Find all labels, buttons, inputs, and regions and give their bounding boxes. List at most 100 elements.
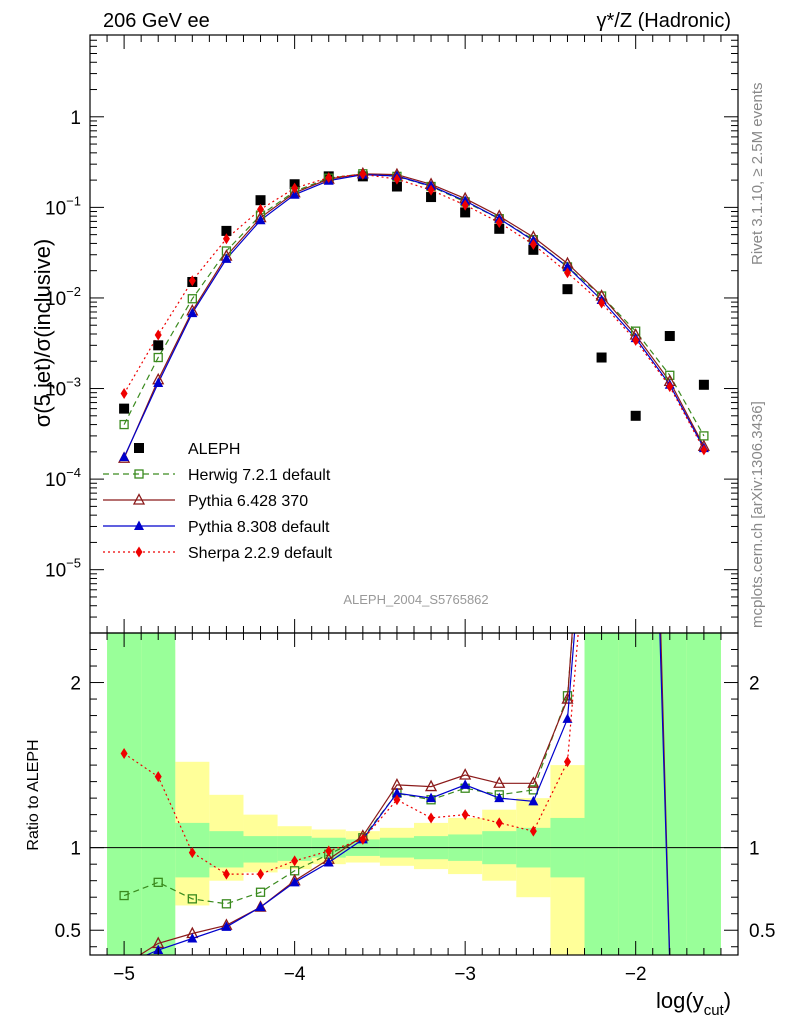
ratio-uncertainty-bands bbox=[90, 633, 738, 955]
ratio-point-0-4 bbox=[255, 887, 266, 897]
main-line-1 bbox=[123, 173, 705, 437]
ratio-point-3-10 bbox=[461, 809, 469, 821]
green-band-1 bbox=[141, 633, 176, 955]
x-tick-label: −3 bbox=[454, 964, 476, 985]
legend-marker-0 bbox=[134, 443, 144, 453]
main-point-3-0 bbox=[119, 451, 130, 462]
ratio-point-3-3 bbox=[222, 868, 230, 880]
green-band-4 bbox=[243, 836, 278, 863]
main-ytick-label: 10−1 bbox=[45, 193, 81, 219]
ratio-point-2-5 bbox=[289, 876, 300, 887]
main-point-1-1 bbox=[153, 352, 163, 363]
ratio-series-group bbox=[119, 633, 671, 955]
ratio-point-1-13 bbox=[561, 692, 574, 704]
main-ytick-label: 10−3 bbox=[45, 375, 81, 401]
ratio-ytick-label: 1 bbox=[70, 839, 81, 860]
main-point-0-11 bbox=[494, 223, 505, 234]
ratio-point-0-3 bbox=[221, 899, 232, 909]
legend-marker-1 bbox=[134, 469, 144, 479]
main-ytick-label: 10−2 bbox=[45, 284, 81, 310]
main-point-0-9 bbox=[426, 192, 437, 203]
main-point-1-0 bbox=[119, 419, 129, 430]
main-line-4 bbox=[123, 173, 705, 451]
main-point-4-10 bbox=[461, 199, 469, 211]
main-point-0-8 bbox=[391, 181, 402, 192]
main-point-3-4 bbox=[255, 214, 266, 225]
ratio-ytick-label-right: 0.5 bbox=[749, 921, 775, 942]
ratio-point-2-11 bbox=[494, 792, 505, 803]
ratio-point-0-2 bbox=[187, 894, 197, 904]
main-point-0-4 bbox=[255, 195, 266, 206]
ratio-point-2-3 bbox=[221, 921, 232, 931]
ratio-point-2-9 bbox=[426, 792, 437, 803]
ratio-series-clipped bbox=[119, 633, 671, 955]
x-tick-label: −4 bbox=[284, 964, 306, 985]
main-point-4-14 bbox=[598, 297, 606, 309]
ratio-ylabel: Ratio to ALEPH bbox=[25, 739, 42, 850]
main-series-clipped bbox=[118, 166, 710, 463]
legend: ALEPH Herwig 7.2.1 default Pythia 6.428 37… bbox=[103, 441, 333, 562]
main-ytick-label: 10−4 bbox=[45, 465, 81, 491]
main-point-4-4 bbox=[257, 203, 265, 215]
ratio-line-1 bbox=[138, 633, 671, 955]
main-point-3-2 bbox=[187, 307, 198, 318]
ratio-ytick-label-right: 2 bbox=[749, 674, 760, 695]
legend-label-4: Sherpa 2.2.9 default bbox=[188, 545, 333, 562]
ratio-point-0-0 bbox=[119, 890, 129, 901]
main-point-4-0 bbox=[120, 388, 128, 400]
ratio-point-2-4 bbox=[255, 901, 266, 912]
axes-group: −5 −4 −3 −2 10−5 10−4 10−3 10−2 10−1 1 0.5 0.5 1 1 2 2 bbox=[45, 34, 775, 985]
main-point-4-11 bbox=[495, 217, 503, 229]
ratio-point-2-8 bbox=[391, 787, 402, 798]
ratio-point-3-11 bbox=[495, 817, 503, 829]
mcplots-label: mcplots.cern.ch [arXiv:1306.3436] bbox=[749, 401, 766, 628]
rivet-label: Rivet 3.1.10, ≥ 2.5M events bbox=[749, 83, 766, 266]
main-point-0-17 bbox=[698, 379, 709, 390]
ratio-point-1-12 bbox=[527, 776, 540, 788]
x-tick-label: −5 bbox=[113, 964, 135, 985]
legend-marker-4 bbox=[135, 546, 143, 558]
main-point-4-3 bbox=[222, 233, 230, 245]
main-point-4-8 bbox=[393, 173, 401, 185]
legend-label-0: ALEPH bbox=[188, 441, 240, 458]
main-point-0-13 bbox=[562, 284, 573, 295]
ratio-point-2-12 bbox=[528, 795, 539, 806]
ratio-point-3-6 bbox=[325, 845, 333, 857]
analysis-id: ALEPH_2004_S5765862 bbox=[343, 592, 488, 607]
ratio-ytick-label: 0.5 bbox=[55, 921, 81, 942]
main-point-4-2 bbox=[188, 275, 196, 287]
main-point-0-14 bbox=[596, 352, 607, 363]
main-point-3-1 bbox=[153, 377, 164, 388]
legend-label-1: Herwig 7.2.1 default bbox=[188, 467, 331, 484]
main-point-4-15 bbox=[632, 334, 640, 346]
main-point-4-7 bbox=[359, 168, 367, 180]
main-point-0-3 bbox=[221, 225, 232, 236]
main-frame bbox=[89, 34, 739, 634]
main-point-0-16 bbox=[664, 331, 675, 342]
ratio-point-1-10 bbox=[459, 768, 472, 780]
main-point-0-15 bbox=[630, 410, 641, 421]
green-band-14 bbox=[584, 633, 619, 955]
ratio-point-3-7 bbox=[359, 833, 367, 845]
main-point-4-12 bbox=[529, 238, 537, 250]
header-left: 206 GeV ee bbox=[103, 10, 210, 32]
ratio-point-0-12 bbox=[528, 785, 539, 795]
main-point-4-9 bbox=[427, 184, 435, 196]
ratio-point-1-9 bbox=[424, 779, 438, 792]
ratio-point-2-10 bbox=[460, 779, 471, 789]
ratio-point-3-1 bbox=[154, 771, 162, 783]
ratio-point-2-13 bbox=[562, 713, 573, 723]
legend-marker-3 bbox=[134, 520, 144, 530]
legend-label-2: Pythia 6.428 370 bbox=[188, 493, 308, 510]
x-tick-label: −2 bbox=[625, 964, 647, 985]
main-ylabel: σ(5 jet)/σ(inclusive) bbox=[30, 239, 55, 428]
main-point-4-17 bbox=[700, 444, 708, 456]
green-band-3 bbox=[209, 831, 244, 868]
main-point-3-5 bbox=[289, 189, 300, 199]
x-axis-label: log(ycut) bbox=[656, 988, 731, 1019]
main-point-4-1 bbox=[154, 329, 162, 341]
ratio-point-3-8 bbox=[393, 794, 401, 806]
green-band-17 bbox=[686, 633, 721, 955]
main-point-4-16 bbox=[666, 381, 674, 393]
